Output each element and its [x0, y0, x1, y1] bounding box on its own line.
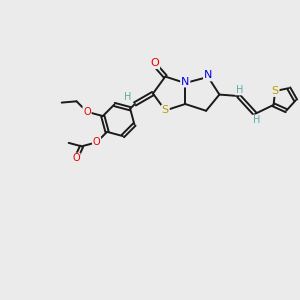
- Text: N: N: [181, 76, 189, 87]
- Text: S: S: [162, 106, 169, 116]
- Text: H: H: [253, 116, 260, 125]
- Text: S: S: [272, 86, 279, 96]
- Text: N: N: [204, 70, 212, 80]
- Text: H: H: [236, 85, 243, 94]
- Text: O: O: [151, 58, 159, 68]
- Text: O: O: [83, 107, 91, 117]
- Text: O: O: [72, 154, 80, 164]
- Text: H: H: [124, 92, 131, 102]
- Text: O: O: [93, 137, 101, 147]
